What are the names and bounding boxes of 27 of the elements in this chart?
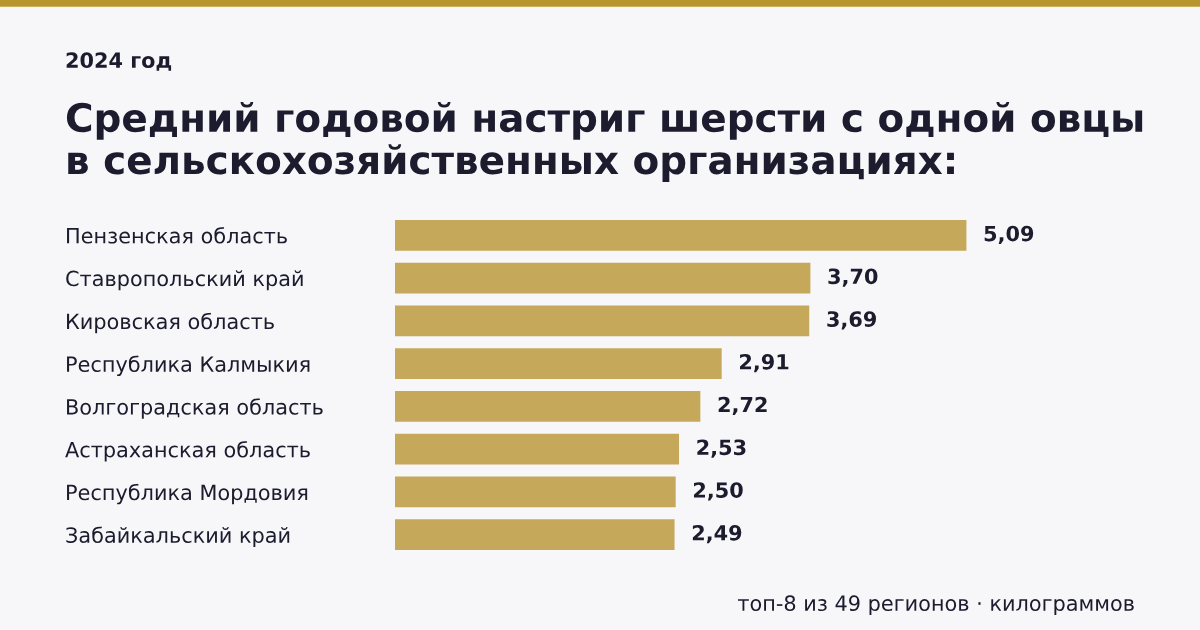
data-label: 3,69: [827, 311, 876, 330]
text: топ-8 из 49 регионов · килограммов: [737, 595, 1134, 616]
data-label: 2,91: [740, 353, 789, 373]
y-tick-label: Пензенская область: [67, 227, 287, 244]
y-tick-label: Астраханская область: [65, 441, 310, 462]
data-label: 3,70: [828, 268, 878, 287]
bar: [395, 390, 701, 422]
data-label: 2,49: [692, 524, 742, 544]
bar: [395, 519, 675, 551]
bar: [395, 262, 811, 294]
y-tick-label: Республика Мордовия: [67, 483, 308, 505]
data-label: 2,50: [693, 482, 743, 501]
data-label: 2,53: [697, 439, 746, 458]
y-tick-label: Кировская область: [67, 312, 274, 334]
chart-title: Средний годовой настриг шерсти с одной овцы в сельскохозяйственных организациях:: [66, 101, 1143, 183]
data-label: 2,72: [718, 396, 767, 416]
y-tick-label: Забайкальский край: [66, 526, 290, 548]
y-tick-label: Республика Калмыкия: [67, 355, 310, 377]
bar: [395, 348, 722, 380]
bar: [395, 305, 810, 337]
data-label: 5,09: [984, 225, 1034, 245]
text: 2024 год: [66, 52, 172, 71]
bar: [395, 476, 676, 508]
y-tick-label: Ставропольский край: [66, 270, 303, 291]
bar: [395, 219, 967, 251]
y-tick-label: Волгоградская область: [67, 398, 323, 419]
bar: [395, 433, 680, 465]
